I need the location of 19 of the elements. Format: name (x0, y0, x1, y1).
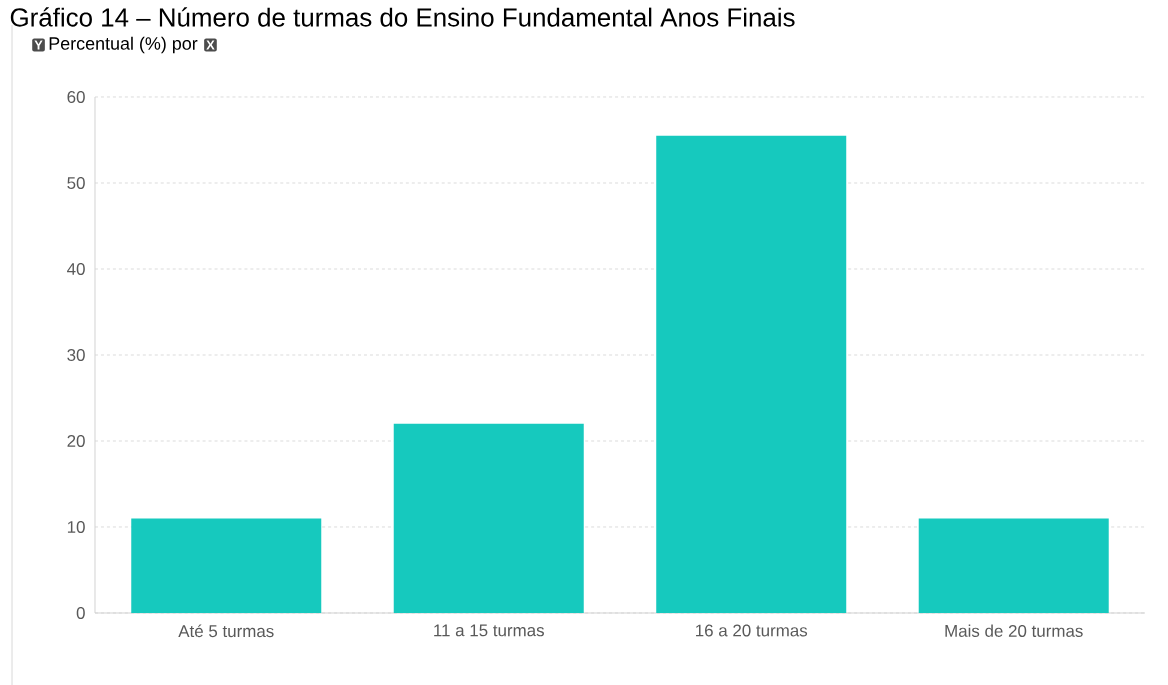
text: Y (34, 40, 43, 50)
y-tick-label: 40 (67, 262, 85, 275)
bar (393, 423, 584, 613)
bar (656, 135, 847, 613)
x-tick-label: Até 5 turmas (178, 624, 274, 638)
chart-title: Gráfico 14 – Número de turmas do Ensino Fundamental Anos Finais (10, 7, 795, 27)
y-tick-label: 50 (67, 176, 85, 189)
x-tick-label: Mais de 20 turmas (945, 624, 1083, 637)
chart-subtitle: Percentual (%) por (49, 36, 198, 54)
y-tick-label: 10 (67, 520, 85, 533)
x-tick-label: 16 a 20 turmas (696, 624, 808, 637)
bar (918, 518, 1109, 613)
y-tick-label: 30 (67, 348, 85, 361)
bar (131, 518, 322, 613)
text: X (206, 40, 215, 50)
y-tick-label: 60 (67, 90, 85, 103)
y-tick-label: 0 (76, 606, 85, 619)
x-tick-label: 11 a 15 turmas (434, 624, 544, 637)
y-tick-label: 20 (67, 434, 85, 447)
